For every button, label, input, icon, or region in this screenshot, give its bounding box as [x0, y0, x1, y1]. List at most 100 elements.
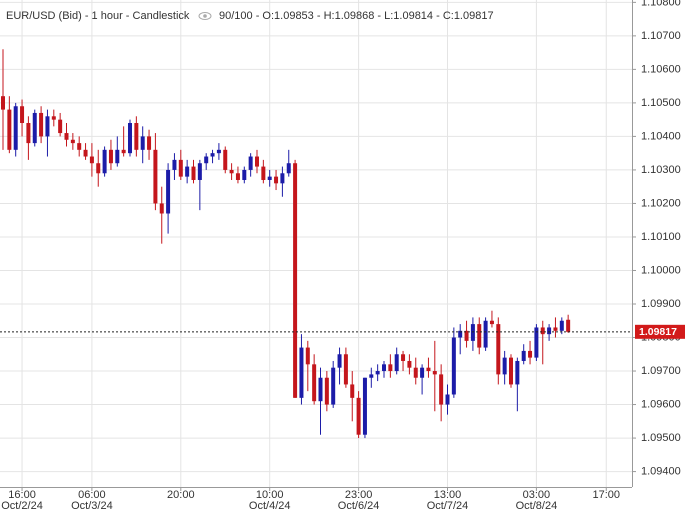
candle-body	[70, 139, 75, 144]
candle-body	[26, 123, 31, 144]
candle-body	[229, 169, 234, 174]
candle-body	[356, 397, 361, 435]
y-tick-label: 1.10500	[641, 97, 681, 109]
candle-body	[102, 149, 107, 174]
candle-body	[420, 367, 425, 378]
x-tick-date: Oct/8/24	[516, 500, 558, 512]
candle-body	[426, 367, 431, 372]
x-tick-label: 17:00	[592, 489, 620, 501]
y-tick-label: 1.10400	[641, 130, 681, 142]
candle-body	[216, 149, 221, 154]
candle-body	[477, 324, 482, 348]
candle-body	[369, 374, 374, 378]
candles	[1, 49, 571, 439]
candle-body	[108, 149, 113, 164]
candle-body	[299, 347, 304, 398]
last-price-label: 1.09817	[639, 326, 677, 338]
candle-body	[51, 116, 56, 120]
candle-body	[528, 350, 533, 358]
y-tick-label: 1.10300	[641, 164, 681, 176]
candle-body	[261, 166, 266, 180]
header-title: EUR/USD (Bid) - 1 hour - Candlestick	[6, 10, 190, 22]
candle-body	[185, 166, 190, 177]
candle-body	[235, 173, 240, 180]
x-tick-date: Oct/7/24	[427, 500, 469, 512]
y-tick-label: 1.10800	[641, 0, 681, 8]
candle-body	[153, 149, 158, 204]
candle-body	[324, 377, 329, 405]
x-tick-date: Oct/6/24	[338, 500, 380, 512]
candle-body	[382, 364, 386, 372]
candle-body	[159, 203, 164, 214]
y-tick-label: 1.09500	[641, 432, 681, 444]
x-tick-label: 20:00	[167, 489, 195, 501]
eye-icon	[198, 12, 212, 20]
candle-body	[191, 166, 196, 180]
candle-body	[223, 149, 228, 170]
x-tick-date: Oct/2/24	[1, 500, 43, 512]
candle-body	[267, 176, 272, 180]
candle-body	[445, 394, 450, 405]
x-tick-label: 10:00	[256, 489, 284, 501]
grid	[0, 0, 632, 487]
candle-body	[343, 354, 348, 385]
candle-body	[204, 156, 209, 164]
candle-body	[58, 119, 63, 134]
candle-body	[89, 156, 94, 164]
candle-body	[1, 96, 5, 110]
candle-body	[496, 324, 501, 375]
candle-body	[121, 149, 126, 154]
y-tick-label: 1.10700	[641, 30, 681, 42]
candle-body	[134, 123, 139, 150]
candle-body	[20, 106, 25, 124]
x-tick-date: Oct/3/24	[71, 500, 113, 512]
candle-body	[280, 173, 285, 184]
x-tick-label: 13:00	[434, 489, 462, 501]
last-price-box	[635, 324, 685, 339]
candle-body	[458, 330, 463, 338]
candle-body	[534, 327, 539, 358]
candle-body	[39, 112, 44, 137]
candle-body	[375, 371, 380, 375]
candle-body	[13, 106, 18, 150]
candle-body	[77, 143, 82, 150]
candle-body	[470, 324, 475, 341]
candle-body	[362, 377, 367, 435]
candle-body	[128, 123, 132, 154]
candle-body	[140, 136, 145, 150]
candle-body	[559, 320, 564, 331]
candle-body	[286, 163, 291, 174]
candle-body	[432, 371, 437, 375]
candle-body	[96, 163, 101, 174]
candle-body	[248, 156, 253, 170]
candle-body	[45, 116, 50, 137]
candle-body	[350, 384, 355, 398]
candle-body	[547, 327, 552, 335]
candle-body	[242, 169, 247, 180]
y-tick-label: 1.09700	[641, 365, 681, 377]
candle-body	[502, 357, 507, 375]
candle-body	[178, 159, 183, 177]
candle-body	[451, 337, 456, 395]
candle-body	[64, 133, 69, 140]
candle-body	[509, 357, 513, 385]
candle-body	[318, 377, 323, 402]
y-tick-label: 1.09400	[641, 465, 681, 477]
y-tick-label: 1.10600	[641, 63, 681, 75]
y-tick-label: 1.09900	[641, 298, 681, 310]
candle-body	[394, 354, 399, 372]
candle-body	[172, 159, 177, 170]
candle-body	[388, 364, 393, 372]
header-info: 90/100 - O:1.09853 - H:1.09868 - L:1.098…	[219, 10, 494, 22]
x-tick-label: 06:00	[78, 489, 106, 501]
x-tick-label: 16:00	[8, 489, 36, 501]
candle-body	[439, 374, 444, 405]
candle-body	[197, 163, 202, 180]
candle-body	[489, 320, 494, 325]
candle-body	[115, 149, 120, 164]
candle-body	[255, 156, 259, 167]
y-tick-label: 1.10200	[641, 197, 681, 209]
candle-body	[147, 136, 152, 150]
